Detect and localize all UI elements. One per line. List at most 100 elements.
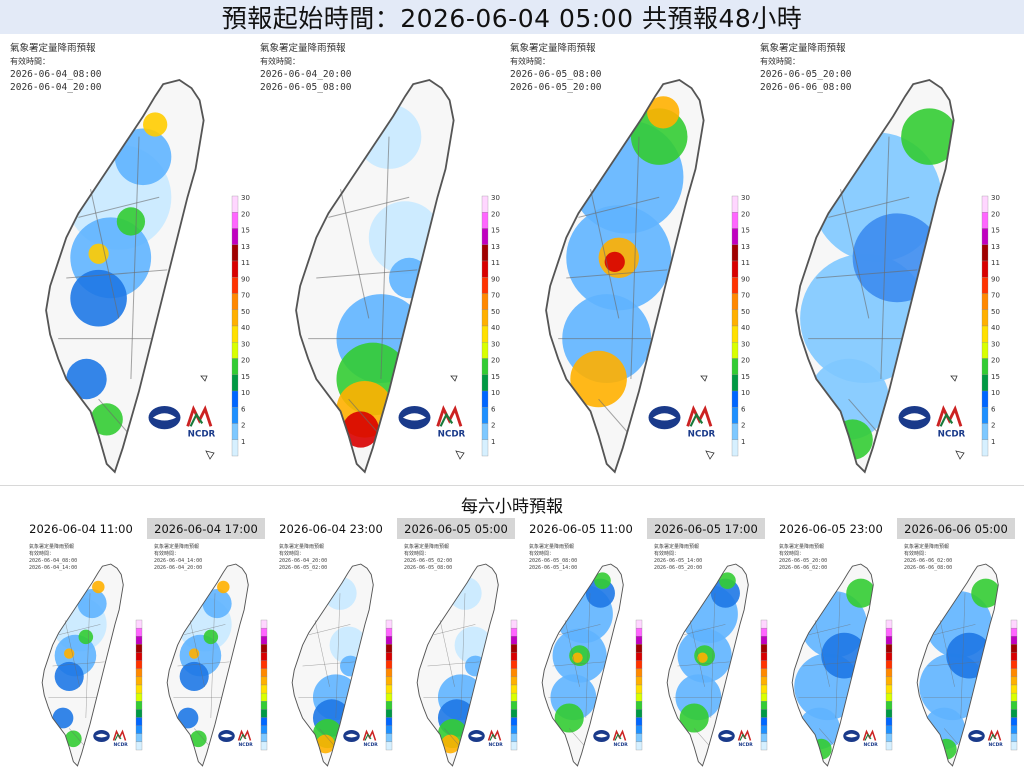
legend-tick-label: 90 bbox=[741, 275, 750, 283]
valid-end: 2026-06-04_20:00 bbox=[10, 82, 102, 93]
agency-logos: NCDR bbox=[898, 405, 966, 439]
legend-tick-label: 110 bbox=[741, 259, 750, 267]
legend-tick-label: 130 bbox=[991, 243, 1000, 251]
legend-tick-label: 130 bbox=[741, 243, 750, 251]
legend-tick-label: 150 bbox=[241, 227, 250, 235]
legend-tick-label: 70 bbox=[741, 292, 750, 300]
legend-tick-label: 90 bbox=[241, 275, 250, 283]
legend-tick-label: 6 bbox=[991, 405, 996, 413]
legend-tick-label: 110 bbox=[491, 259, 500, 267]
valid-label: 有效時間： bbox=[29, 551, 55, 557]
agency-logos: NCDR bbox=[468, 729, 504, 748]
valid-end: 2026-06-06_08:00 bbox=[904, 565, 953, 571]
panel-header: 氣象署定量降雨預報 有效時間： 2026-06-04_20:00 2026-06… bbox=[260, 42, 352, 94]
valid-start: 2026-06-06_02:00 bbox=[904, 558, 953, 564]
forecast-panel-6h-8: NCDR 氣象署定量降雨預報 有效時間： 2026-06-06_02:00 20… bbox=[897, 540, 1021, 775]
agency-logos: NCDR bbox=[648, 405, 716, 439]
valid-start: 2026-06-05_20:00 bbox=[760, 69, 852, 80]
agency-logos: NCDR bbox=[398, 405, 466, 439]
legend-tick-label: 50 bbox=[491, 308, 500, 316]
valid-end: 2026-06-06_08:00 bbox=[760, 82, 852, 93]
rainfall-map: NCDR bbox=[416, 563, 518, 767]
panel-header: 氣象署定量降雨預報 有效時間： 2026-06-05_20:00 2026-06… bbox=[779, 544, 827, 572]
agency-label: 氣象署定量降雨預報 bbox=[760, 43, 846, 54]
rainfall-map: NCDR bbox=[291, 563, 393, 767]
six-hour-tab-6: 2026-06-05 17:00 bbox=[647, 518, 765, 539]
legend-tick-label: 6 bbox=[491, 405, 496, 413]
valid-label: 有效時間： bbox=[260, 57, 300, 66]
legend-tick-label: 20 bbox=[991, 357, 1000, 365]
valid-end: 2026-06-04_14:00 bbox=[29, 565, 78, 571]
valid-start: 2026-06-05_14:00 bbox=[654, 558, 703, 564]
valid-end: 2026-06-06_02:00 bbox=[779, 565, 828, 571]
rainfall-map: NCDR bbox=[666, 563, 768, 767]
agency-label: 氣象署定量降雨預報 bbox=[904, 544, 950, 550]
legend-tick-label: 50 bbox=[991, 308, 1000, 316]
legend-tick-label: 50 bbox=[241, 308, 250, 316]
agency-label: 氣象署定量降雨預報 bbox=[404, 544, 450, 550]
legend-tick-label: 15 bbox=[241, 373, 250, 381]
legend-tick-label: 110 bbox=[991, 259, 1000, 267]
forecast-panel-12h-1: 300 200 150 130 110 90 70 50 40 30 20 15 10 6 2 1 NCDR 氣… bbox=[0, 38, 250, 478]
rainfall-map: 300 200 150 130 110 90 70 50 40 30 20 15 10 6 2 1 NCDR bbox=[795, 79, 1000, 474]
ncdr-logo-text: NCDR bbox=[489, 742, 504, 748]
six-hour-section-title: 每六小時預報 bbox=[461, 497, 563, 517]
forecast-panel-6h-1: NCDR 氣象署定量降雨預報 有效時間： 2026-06-04_08:00 20… bbox=[22, 540, 146, 775]
rainfall-map: NCDR bbox=[166, 563, 268, 767]
agency-label: 氣象署定量降雨預報 bbox=[279, 544, 325, 550]
panel-header: 氣象署定量降雨預報 有效時間： 2026-06-05_20:00 2026-06… bbox=[760, 42, 852, 94]
valid-label: 有效時間： bbox=[779, 551, 805, 557]
valid-label: 有效時間： bbox=[760, 57, 800, 66]
rainfall-map: 300 200 150 130 110 90 70 50 40 30 20 15 10 6 2 1 NCDR bbox=[45, 79, 250, 474]
valid-start: 2026-06-04_20:00 bbox=[260, 69, 352, 80]
six-hour-tab-3: 2026-06-04 23:00 bbox=[272, 518, 390, 539]
ncdr-logo-text: NCDR bbox=[188, 429, 216, 439]
panel-header: 氣象署定量降雨預報 有效時間： 2026-06-05_14:00 2026-06… bbox=[654, 544, 702, 572]
ncdr-logo-text: NCDR bbox=[438, 429, 466, 439]
ncdr-logo-text: NCDR bbox=[688, 429, 716, 439]
valid-label: 有效時間： bbox=[904, 551, 930, 557]
valid-label: 有效時間： bbox=[510, 57, 550, 66]
forecast-panel-12h-2: 300 200 150 130 110 90 70 50 40 30 20 15 10 6 2 1 NCDR 氣… bbox=[250, 38, 500, 478]
valid-start: 2026-06-05_02:00 bbox=[404, 558, 453, 564]
six-hour-tab-1: 2026-06-04 11:00 bbox=[22, 518, 140, 539]
legend-tick-label: 200 bbox=[491, 210, 500, 218]
ncdr-logo-text: NCDR bbox=[864, 742, 879, 748]
legend-tick-label: 130 bbox=[491, 243, 500, 251]
ncdr-logo-text: NCDR bbox=[614, 742, 629, 748]
forecast-panel-6h-4: NCDR 氣象署定量降雨預報 有效時間： 2026-06-05_02:00 20… bbox=[397, 540, 521, 775]
six-hour-tab-7: 2026-06-05 23:00 bbox=[772, 518, 890, 539]
legend-tick-label: 15 bbox=[741, 373, 750, 381]
legend-tick-label: 6 bbox=[741, 405, 746, 413]
legend-tick-label: 300 bbox=[241, 194, 250, 202]
rainfall-map: NCDR bbox=[541, 563, 643, 767]
valid-end: 2026-06-05_02:00 bbox=[279, 565, 328, 571]
ncdr-logo-text: NCDR bbox=[114, 742, 129, 748]
legend-tick-label: 300 bbox=[491, 194, 500, 202]
valid-end: 2026-06-04_20:00 bbox=[154, 565, 203, 571]
ncdr-logo-text: NCDR bbox=[989, 742, 1004, 748]
rainfall-map: NCDR bbox=[791, 563, 893, 767]
legend-tick-label: 70 bbox=[491, 292, 500, 300]
agency-label: 氣象署定量降雨預報 bbox=[29, 544, 75, 550]
agency-logos: NCDR bbox=[593, 729, 629, 748]
agency-logos: NCDR bbox=[843, 729, 879, 748]
legend-tick-label: 1 bbox=[241, 438, 245, 446]
legend-tick-label: 2 bbox=[491, 422, 495, 430]
legend-tick-label: 15 bbox=[491, 373, 500, 381]
valid-label: 有效時間： bbox=[654, 551, 680, 557]
legend-tick-label: 20 bbox=[741, 357, 750, 365]
forecast-panel-6h-2: NCDR 氣象署定量降雨預報 有效時間： 2026-06-04_14:00 20… bbox=[147, 540, 271, 775]
legend-tick-label: 90 bbox=[991, 275, 1000, 283]
legend-tick-label: 30 bbox=[741, 340, 750, 348]
legend-tick-label: 10 bbox=[741, 389, 750, 397]
legend-tick-label: 30 bbox=[241, 340, 250, 348]
agency-label: 氣象署定量降雨預報 bbox=[154, 544, 200, 550]
rainfall-map: NCDR bbox=[916, 563, 1018, 767]
valid-end: 2026-06-05_08:00 bbox=[260, 82, 352, 93]
forecast-panel-6h-7: NCDR 氣象署定量降雨預報 有效時間： 2026-06-05_20:00 20… bbox=[772, 540, 896, 775]
ncdr-logo-text: NCDR bbox=[364, 742, 379, 748]
valid-start: 2026-06-04_08:00 bbox=[29, 558, 78, 564]
rainfall-map: 300 200 150 130 110 90 70 50 40 30 20 15 10 6 2 1 NCDR bbox=[295, 79, 500, 474]
legend-tick-label: 2 bbox=[741, 422, 745, 430]
